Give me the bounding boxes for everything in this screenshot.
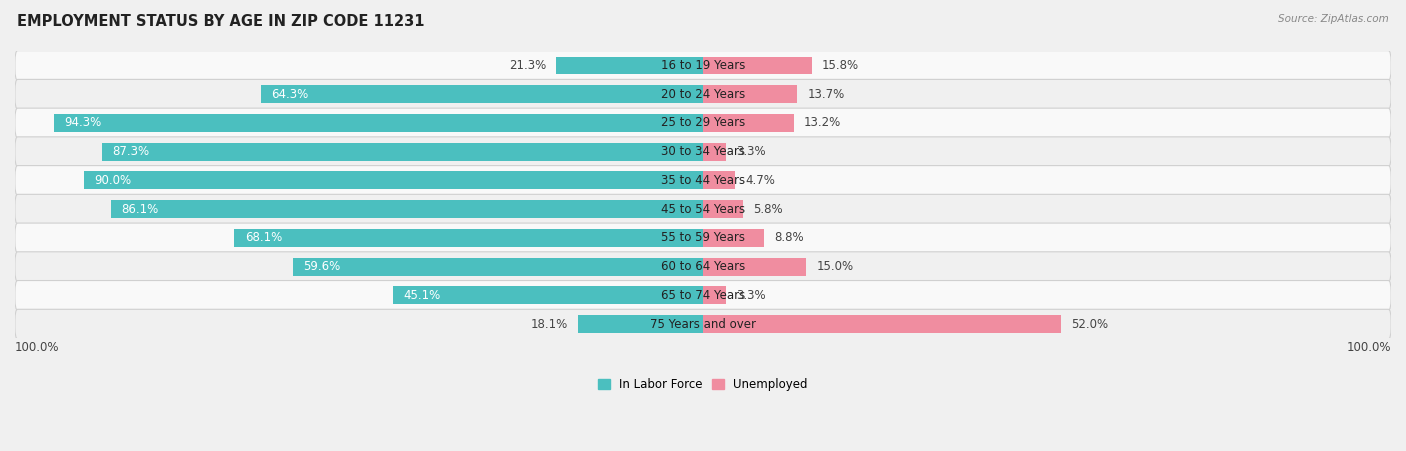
Text: 25 to 29 Years: 25 to 29 Years <box>661 116 745 129</box>
Text: 55 to 59 Years: 55 to 59 Years <box>661 231 745 244</box>
Text: 3.3%: 3.3% <box>735 145 766 158</box>
Text: 75 Years and over: 75 Years and over <box>650 318 756 331</box>
Text: 15.0%: 15.0% <box>817 260 853 273</box>
Text: 16 to 19 Years: 16 to 19 Years <box>661 59 745 72</box>
Text: 45.1%: 45.1% <box>404 289 440 302</box>
Text: 59.6%: 59.6% <box>304 260 340 273</box>
Bar <box>703 143 725 161</box>
Bar <box>703 315 1060 333</box>
Text: 20 to 24 Years: 20 to 24 Years <box>661 87 745 101</box>
Text: 21.3%: 21.3% <box>509 59 546 72</box>
Bar <box>55 114 703 132</box>
Text: 13.2%: 13.2% <box>804 116 841 129</box>
Text: 86.1%: 86.1% <box>121 202 159 216</box>
FancyBboxPatch shape <box>15 194 1391 224</box>
Text: 94.3%: 94.3% <box>65 116 101 129</box>
Bar <box>260 85 703 103</box>
Bar <box>703 56 811 74</box>
FancyBboxPatch shape <box>15 79 1391 109</box>
Text: 68.1%: 68.1% <box>245 231 283 244</box>
Bar <box>703 286 725 304</box>
Bar <box>703 258 806 276</box>
Text: 87.3%: 87.3% <box>112 145 150 158</box>
Text: 35 to 44 Years: 35 to 44 Years <box>661 174 745 187</box>
Bar <box>703 171 735 189</box>
Text: 5.8%: 5.8% <box>754 202 783 216</box>
Bar <box>703 85 797 103</box>
FancyBboxPatch shape <box>15 137 1391 166</box>
FancyBboxPatch shape <box>15 223 1391 253</box>
Legend: In Labor Force, Unemployed: In Labor Force, Unemployed <box>593 373 813 396</box>
Text: 52.0%: 52.0% <box>1071 318 1108 331</box>
Bar <box>235 229 703 247</box>
Text: 13.7%: 13.7% <box>807 87 845 101</box>
Text: 45 to 54 Years: 45 to 54 Years <box>661 202 745 216</box>
Text: 8.8%: 8.8% <box>773 231 803 244</box>
Bar <box>84 171 703 189</box>
Text: 18.1%: 18.1% <box>531 318 568 331</box>
Bar <box>292 258 703 276</box>
Text: 3.3%: 3.3% <box>735 289 766 302</box>
FancyBboxPatch shape <box>15 281 1391 310</box>
FancyBboxPatch shape <box>15 252 1391 281</box>
Bar <box>703 114 794 132</box>
Text: 90.0%: 90.0% <box>94 174 131 187</box>
Text: 30 to 34 Years: 30 to 34 Years <box>661 145 745 158</box>
Bar <box>578 315 703 333</box>
Text: 100.0%: 100.0% <box>15 341 59 354</box>
Text: 64.3%: 64.3% <box>271 87 308 101</box>
Text: Source: ZipAtlas.com: Source: ZipAtlas.com <box>1278 14 1389 23</box>
Text: 100.0%: 100.0% <box>1347 341 1391 354</box>
Bar <box>111 200 703 218</box>
FancyBboxPatch shape <box>15 309 1391 339</box>
Text: EMPLOYMENT STATUS BY AGE IN ZIP CODE 11231: EMPLOYMENT STATUS BY AGE IN ZIP CODE 112… <box>17 14 425 28</box>
Text: 60 to 64 Years: 60 to 64 Years <box>661 260 745 273</box>
FancyBboxPatch shape <box>15 108 1391 138</box>
Bar <box>392 286 703 304</box>
Text: 4.7%: 4.7% <box>745 174 776 187</box>
Bar <box>703 200 742 218</box>
FancyBboxPatch shape <box>15 51 1391 80</box>
Bar <box>103 143 703 161</box>
Text: 65 to 74 Years: 65 to 74 Years <box>661 289 745 302</box>
Bar <box>703 229 763 247</box>
FancyBboxPatch shape <box>15 166 1391 195</box>
Bar <box>557 56 703 74</box>
Text: 15.8%: 15.8% <box>823 59 859 72</box>
